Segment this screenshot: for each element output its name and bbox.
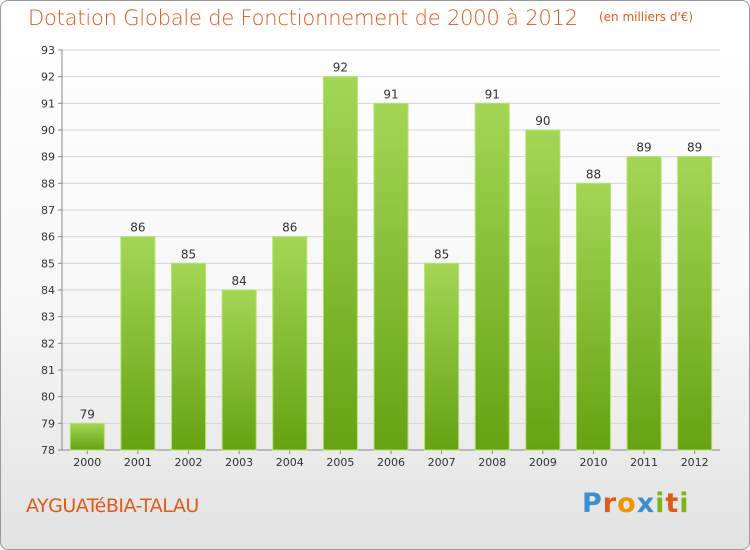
bar-value-label: 86 — [282, 221, 297, 235]
commune-name: AYGUATéBIA-TALAU — [26, 495, 199, 517]
bar-value-label: 88 — [586, 167, 601, 181]
y-tick-label: 78 — [41, 444, 55, 457]
x-tick-label: 2004 — [276, 456, 304, 469]
bar — [373, 102, 409, 451]
bar — [171, 262, 207, 451]
y-tick-label: 83 — [41, 311, 55, 324]
y-tick-label: 79 — [41, 417, 55, 430]
bar — [575, 182, 611, 451]
bar — [474, 102, 510, 451]
bar — [221, 289, 257, 451]
y-tick-label: 92 — [41, 71, 55, 84]
bar-value-label: 91 — [383, 87, 398, 101]
x-tick-label: 2005 — [326, 456, 354, 469]
x-tick-label: 2008 — [478, 456, 506, 469]
bar-value-label: 89 — [687, 141, 702, 155]
y-tick-label: 82 — [41, 337, 55, 350]
bar-value-label: 85 — [434, 247, 449, 261]
bar-value-label: 79 — [80, 407, 95, 421]
bar-value-label: 86 — [130, 221, 145, 235]
bar-value-label: 84 — [232, 274, 247, 288]
bar — [424, 262, 460, 451]
bar — [120, 236, 156, 451]
x-tick-label: 2007 — [428, 456, 456, 469]
y-tick-label: 85 — [41, 257, 55, 270]
bars — [69, 76, 713, 451]
bar-value-label: 92 — [333, 61, 348, 75]
y-tick-label: 81 — [41, 364, 55, 377]
x-tick-label: 2012 — [681, 456, 709, 469]
bar — [69, 422, 105, 451]
chart-unit: (en milliers d'€) — [598, 10, 694, 24]
bar-value-label: 91 — [485, 87, 500, 101]
bar — [677, 156, 713, 451]
bar — [525, 129, 561, 451]
chart-title: Dotation Globale de Fonctionnement de 20… — [28, 6, 578, 30]
x-tick-label: 2000 — [73, 456, 101, 469]
bar-value-label: 89 — [636, 141, 651, 155]
y-tick-label: 90 — [41, 124, 55, 137]
chart-title-block: Dotation Globale de Fonctionnement de 20… — [28, 6, 693, 30]
x-tick-label: 2001 — [124, 456, 152, 469]
x-tick-label: 2009 — [529, 456, 557, 469]
y-tick-label: 89 — [41, 151, 55, 164]
bar — [626, 156, 662, 451]
y-tick-label: 86 — [41, 231, 55, 244]
bar-value-label: 90 — [535, 114, 550, 128]
bar — [272, 236, 308, 451]
x-tick-label: 2006 — [377, 456, 405, 469]
x-tick-label: 2003 — [225, 456, 253, 469]
bar-value-label: 85 — [181, 247, 196, 261]
y-tick-label: 87 — [41, 204, 55, 217]
y-tick-label: 93 — [41, 44, 55, 57]
y-tick-label: 91 — [41, 97, 55, 110]
x-tick-label: 2002 — [175, 456, 203, 469]
y-tick-label: 80 — [41, 391, 55, 404]
x-tick-label: 2010 — [579, 456, 607, 469]
labels: 78 79 80 81 82 83 84 85 86 87 88 89 90 91 92 93 79 2000 86… — [41, 44, 709, 469]
x-tick-label: 2011 — [630, 456, 658, 469]
bar — [322, 76, 358, 451]
proxiti-logo: Proxiti — [582, 488, 690, 519]
y-tick-label: 84 — [41, 284, 55, 297]
y-tick-label: 88 — [41, 177, 55, 190]
